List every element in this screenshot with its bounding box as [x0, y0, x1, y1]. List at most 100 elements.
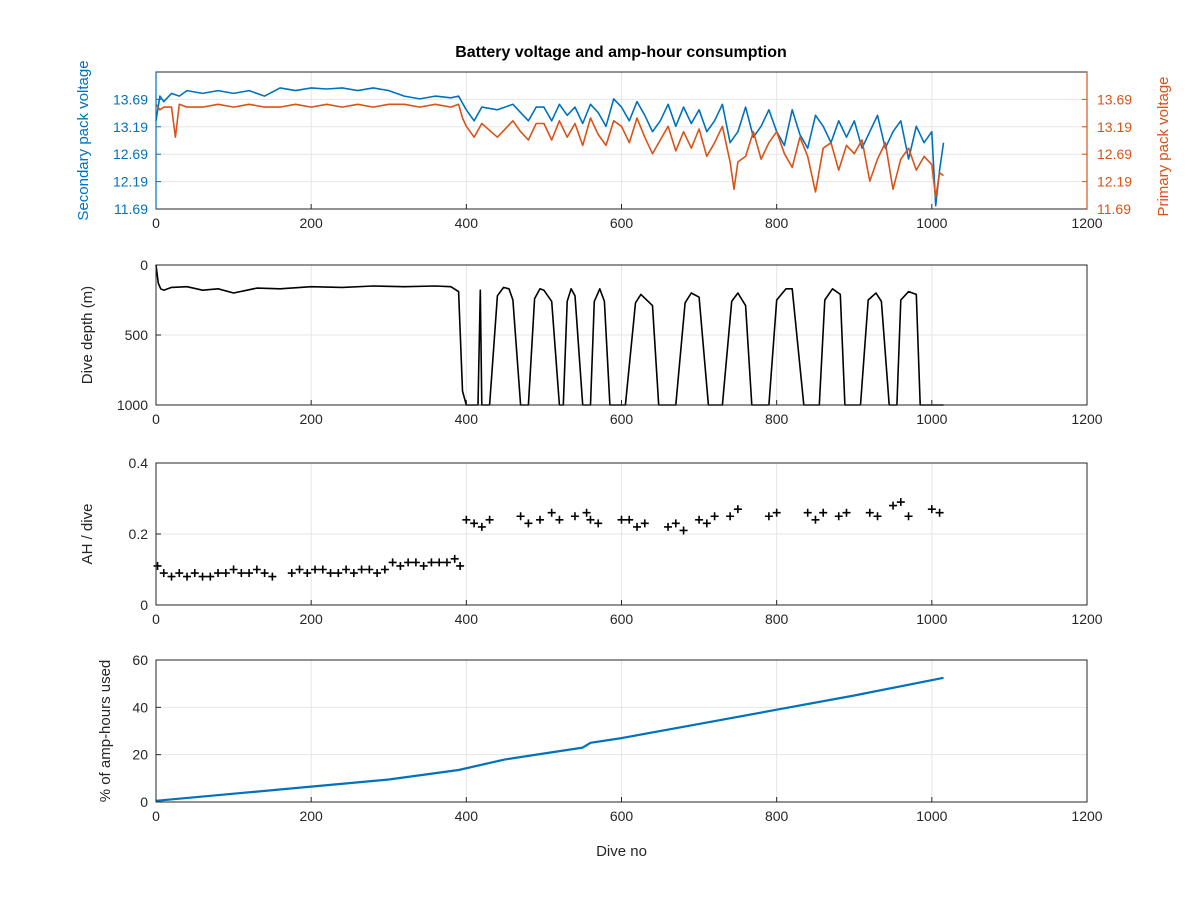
data-point: [435, 558, 444, 567]
y-tick-label: 60: [132, 652, 148, 668]
data-point: [206, 572, 215, 581]
data-point: [772, 508, 781, 517]
x-axis-label: Dive no: [596, 843, 647, 860]
y-right-tick-label: 13.19: [1097, 119, 1132, 135]
data-point: [237, 569, 246, 578]
data-point: [198, 572, 207, 581]
y-axis-label-right: Primary pack voltage: [1155, 76, 1172, 216]
data-point: [153, 561, 162, 570]
data-point: [167, 572, 176, 581]
data-point: [679, 526, 688, 535]
data-point: [373, 569, 382, 578]
y-tick-label: 1000: [117, 397, 148, 413]
y-right-tick-label: 12.19: [1097, 174, 1132, 190]
x-tick-label: 1200: [1071, 808, 1102, 824]
data-point: [873, 512, 882, 521]
data-point: [811, 515, 820, 524]
x-tick-label: 800: [765, 808, 789, 824]
data-point: [159, 569, 168, 578]
data-point: [896, 498, 905, 507]
data-point: [477, 522, 486, 531]
data-point: [268, 572, 277, 581]
data-point: [462, 515, 471, 524]
y-tick-label: 0: [140, 794, 148, 810]
data-point: [342, 565, 351, 574]
y-tick-label: 0: [140, 597, 148, 613]
x-tick-label: 400: [455, 411, 479, 427]
secondary-voltage-line: [155, 87, 945, 207]
data-point: [536, 515, 545, 524]
y-axis-label: % of amp-hours used: [97, 660, 114, 803]
data-point: [695, 515, 704, 524]
y-axis-label: Dive depth (m): [79, 286, 96, 384]
y-right-tick-label: 13.69: [1097, 91, 1132, 107]
data-point: [404, 558, 413, 567]
x-tick-label: 0: [152, 411, 160, 427]
data-point: [516, 512, 525, 521]
data-point: [318, 565, 327, 574]
data-point: [295, 565, 304, 574]
data-point: [365, 565, 374, 574]
data-point: [834, 512, 843, 521]
x-tick-label: 1200: [1071, 611, 1102, 627]
x-tick-label: 1000: [916, 215, 947, 231]
data-point: [664, 522, 673, 531]
data-point: [326, 569, 335, 578]
x-tick-label: 0: [152, 215, 160, 231]
subplot-depth: 0 200 400 600 800 1000 1200 0 500 1000 Dive depth …: [79, 257, 1103, 427]
x-tick-label: 1000: [916, 611, 947, 627]
x-tick-label: 400: [455, 611, 479, 627]
data-point: [334, 569, 343, 578]
data-point: [582, 508, 591, 517]
data-point: [357, 565, 366, 574]
y-tick-label: 500: [125, 327, 149, 343]
y-tick-label: 13.69: [113, 91, 148, 107]
x-tick-label: 0: [152, 611, 160, 627]
data-point: [229, 565, 238, 574]
data-point: [214, 569, 223, 578]
x-tick-label: 200: [299, 808, 323, 824]
x-tick-label: 400: [455, 808, 479, 824]
data-point: [419, 561, 428, 570]
data-point: [594, 519, 603, 528]
data-point: [175, 569, 184, 578]
x-tick-label: 600: [610, 808, 634, 824]
data-point: [311, 565, 320, 574]
x-tick-label: 600: [610, 215, 634, 231]
data-point: [640, 519, 649, 528]
data-point: [183, 572, 192, 581]
y-right-tick-label: 11.69: [1097, 201, 1131, 217]
data-point: [190, 569, 199, 578]
x-tick-label: 1200: [1071, 215, 1102, 231]
data-point: [547, 508, 556, 517]
data-point: [349, 569, 358, 578]
subplot-percent-used: 0 200 400 600 800 1000 1200 0 20 40 60 % of amp-hou…: [97, 652, 1103, 860]
data-point: [450, 554, 459, 563]
series-line: [155, 676, 944, 802]
data-point: [889, 501, 898, 510]
data-point: [380, 565, 389, 574]
data-point: [524, 519, 533, 528]
y-tick-label: 40: [132, 699, 148, 715]
data-point: [586, 515, 595, 524]
data-point: [617, 515, 626, 524]
x-tick-label: 600: [610, 611, 634, 627]
x-tick-label: 800: [765, 611, 789, 627]
data-point: [555, 515, 564, 524]
y-tick-label: 11.69: [114, 201, 148, 217]
y-tick-label: 0: [140, 257, 148, 273]
data-point: [260, 569, 269, 578]
primary-voltage-line: [155, 103, 944, 199]
data-point: [865, 508, 874, 517]
data-point: [396, 561, 405, 570]
y-axis-label: Secondary pack voltage: [75, 60, 92, 220]
data-point: [671, 519, 680, 528]
data-point: [726, 512, 735, 521]
data-point: [470, 519, 479, 528]
x-tick-label: 1200: [1071, 411, 1102, 427]
x-tick-label: 800: [765, 411, 789, 427]
data-point: [927, 505, 936, 514]
